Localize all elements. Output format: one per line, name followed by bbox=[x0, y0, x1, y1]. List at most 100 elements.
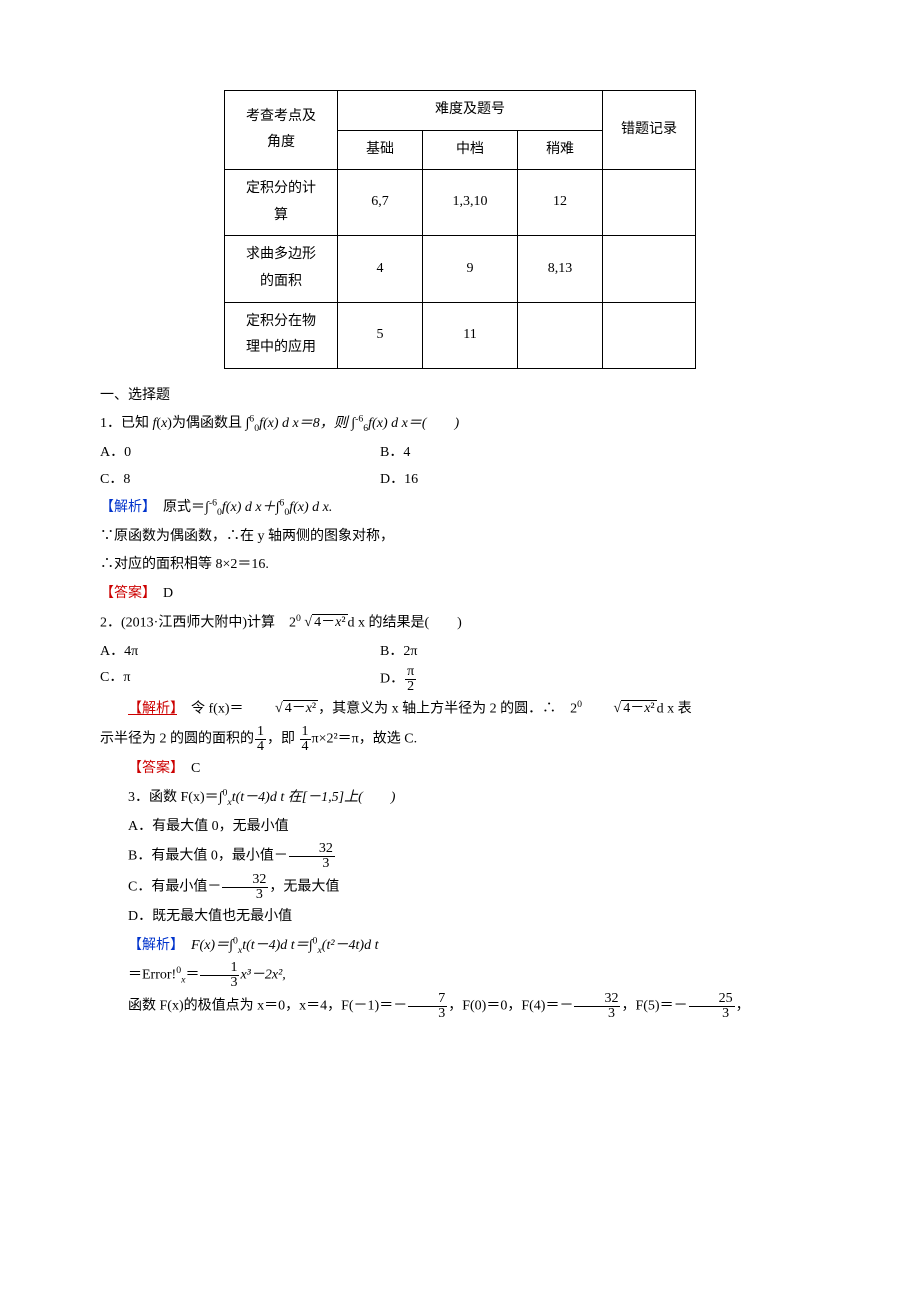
a-sup1: -6 bbox=[209, 497, 217, 508]
answer-label: 【答案】 bbox=[100, 586, 149, 601]
sq-a: 4－ bbox=[285, 701, 306, 716]
answer-value: D bbox=[163, 586, 173, 601]
table-row: 考查考点及 角度 难度及题号 错题记录 bbox=[225, 91, 696, 131]
q3-optC-pre: C．有最小值－ bbox=[128, 880, 221, 895]
cell-hard: 8,13 bbox=[518, 236, 603, 302]
q2-optD-pre: D． bbox=[380, 672, 404, 687]
q2-analysis-l2: 示半径为 2 的圆的面积的14，即 14π×2²＝π，故选 C. bbox=[100, 725, 820, 754]
sq-a2: 4－ bbox=[623, 701, 644, 716]
header-mid: 中档 bbox=[423, 130, 518, 170]
fraction-icon: 323 bbox=[222, 873, 268, 902]
answer-value: C bbox=[191, 761, 200, 776]
cell-basic: 6,7 bbox=[338, 170, 423, 236]
q1-tail: f(x) d x＝( ) bbox=[368, 416, 459, 431]
q3-optC: C．有最小值－323，无最大值 bbox=[100, 873, 820, 902]
q2-optA: A．4π bbox=[100, 639, 380, 666]
fcd: 3 bbox=[222, 888, 268, 902]
q3-l2-eq: ＝ bbox=[185, 968, 199, 983]
fbn: 32 bbox=[289, 842, 335, 857]
q2-answer: 【答案】 C bbox=[100, 756, 820, 783]
q2-analysis: 【解析】 令 f(x)＝ √4－x²，其意义为 x 轴上方半径为 2 的圆．∴ … bbox=[100, 696, 820, 723]
q1-a-tail: f(x) d x. bbox=[289, 500, 332, 515]
q3-l3-m1: ，F(0)＝0，F(4)＝－ bbox=[448, 999, 573, 1014]
q1-optD: D．16 bbox=[380, 467, 660, 494]
fbd2: 3 bbox=[574, 1007, 620, 1021]
q1-a-body: 原式＝∫ bbox=[163, 500, 209, 515]
section-1-heading: 一、选择题 bbox=[100, 383, 820, 410]
topic-l1: 求曲多边形 bbox=[246, 247, 316, 262]
f13n: 1 bbox=[200, 961, 239, 976]
f1n: 1 bbox=[255, 725, 266, 740]
q2-sup0: 0 bbox=[296, 612, 301, 623]
q2-prefix: 2．(2013·江西师大附中)计算 2 bbox=[100, 615, 296, 630]
sq-c2: ² bbox=[650, 701, 654, 716]
q3-l3-tail: ， bbox=[736, 999, 750, 1014]
header-difficulty: 难度及题号 bbox=[338, 91, 603, 131]
q2-optB: B．2π bbox=[380, 639, 660, 666]
q1-options-row2: C．8 D．16 bbox=[100, 467, 820, 494]
table-row: 定积分的计 算 6,7 1,3,10 12 bbox=[225, 170, 696, 236]
f1d: 4 bbox=[255, 740, 266, 754]
q3-analysis-l2: ＝Error!0x＝13x³－2x², bbox=[100, 961, 820, 990]
header-basic: 基础 bbox=[338, 130, 423, 170]
fbn2: 32 bbox=[574, 992, 620, 1007]
header-col1-l2: 角度 bbox=[267, 135, 295, 150]
topic-l1: 定积分的计 bbox=[246, 181, 316, 196]
q3-l3-pre: 函数 F(x)的极值点为 x＝0，x＝4，F(－1)＝－ bbox=[128, 999, 407, 1014]
q1-options-row1: A．0 B．4 bbox=[100, 440, 820, 467]
cell-basic: 5 bbox=[338, 302, 423, 368]
q2-optD: D．π2 bbox=[380, 665, 660, 694]
q1-analysis: 【解析】 原式＝∫-60f(x) d x＋∫60f(x) d x. bbox=[100, 495, 820, 522]
sqrt-icon: √4－x² bbox=[247, 696, 318, 723]
f2d: 4 bbox=[300, 740, 311, 754]
table-row: 定积分在物 理中的应用 5 11 bbox=[225, 302, 696, 368]
q1-optB: B．4 bbox=[380, 440, 660, 467]
q3-l2-pre: ＝ bbox=[128, 968, 142, 983]
q2-stem: 2．(2013·江西师大附中)计算 20 √4－x²d x 的结果是( ) bbox=[100, 610, 820, 637]
answer-label: 【答案】 bbox=[128, 761, 177, 776]
q1-fxdx: f(x) d x＝8，则 ∫ bbox=[259, 416, 355, 431]
q2-a-mid: ，其意义为 x 轴上方半径为 2 的圆．∴ 2 bbox=[318, 702, 577, 717]
fad: 3 bbox=[408, 1007, 447, 1021]
q3-mid: t(t－4)d t 在[－1,5]上( ) bbox=[232, 790, 396, 805]
q1-analysis-l3: ∴对应的面积相等 8×2＝16. bbox=[100, 552, 820, 579]
q2-l2-tail: π×2²＝π，故选 C. bbox=[312, 732, 418, 747]
header-col1-l1: 考查考点及 bbox=[246, 109, 316, 124]
fx-f: f bbox=[153, 416, 157, 431]
fcn: 32 bbox=[222, 873, 268, 888]
analysis-label: 【解析】 bbox=[128, 938, 177, 953]
cell-topic: 求曲多边形 的面积 bbox=[225, 236, 338, 302]
q1-stem: 1．已知 f(x)为偶函数且 ∫60f(x) d x＝8，则 ∫-66f(x) … bbox=[100, 411, 820, 438]
sqrt-icon: √4－x² bbox=[586, 696, 657, 723]
fraction-icon: 323 bbox=[289, 842, 335, 871]
q3-optC-tail: ，无最大值 bbox=[269, 880, 339, 895]
fcn2: 25 bbox=[689, 992, 735, 1007]
cell-mid: 11 bbox=[423, 302, 518, 368]
fraction-icon: 323 bbox=[574, 992, 620, 1021]
q2-a-dx: d x 表 bbox=[657, 702, 692, 717]
q3-l3-m2: ，F(5)＝－ bbox=[621, 999, 687, 1014]
q3-optD: D．既无最大值也无最小值 bbox=[100, 904, 820, 931]
fx-x: x bbox=[161, 416, 167, 431]
cell-mid: 9 bbox=[423, 236, 518, 302]
fraction-icon: π2 bbox=[405, 665, 416, 694]
topic-table: 考查考点及 角度 难度及题号 错题记录 基础 中档 稍难 定积分的计 算 6,7… bbox=[224, 90, 696, 369]
q2-l2-pre: 示半径为 2 的圆的面积的 bbox=[100, 732, 254, 747]
fraction-icon: 14 bbox=[300, 725, 311, 754]
q3-analysis: 【解析】 F(x)＝∫0xt(t－4)d t＝∫0x(t²－4t)d t bbox=[100, 933, 820, 960]
topic-table-wrap: 考查考点及 角度 难度及题号 错题记录 基础 中档 稍难 定积分的计 算 6,7… bbox=[100, 90, 820, 369]
cell-hard: 12 bbox=[518, 170, 603, 236]
cell-hard bbox=[518, 302, 603, 368]
q3-stem: 3．函数 F(x)＝∫0xt(t－4)d t 在[－1,5]上( ) bbox=[100, 785, 820, 812]
q3-analysis-l3: 函数 F(x)的极值点为 x＝0，x＝4，F(－1)＝－73，F(0)＝0，F(… bbox=[100, 992, 820, 1021]
fcd2: 3 bbox=[689, 1007, 735, 1021]
header-col1: 考查考点及 角度 bbox=[225, 91, 338, 170]
q1-a-mid: f(x) d x＋∫ bbox=[222, 500, 279, 515]
q3-optB-pre: B．有最大值 0，最小值－ bbox=[128, 849, 288, 864]
q1-optC: C．8 bbox=[100, 467, 380, 494]
q1-answer: 【答案】 D bbox=[100, 581, 820, 608]
table-row: 求曲多边形 的面积 4 9 8,13 bbox=[225, 236, 696, 302]
sqrt-c: ² bbox=[341, 615, 345, 630]
sqrt-a: 4－ bbox=[314, 615, 335, 630]
error-text: Error! bbox=[142, 968, 176, 983]
